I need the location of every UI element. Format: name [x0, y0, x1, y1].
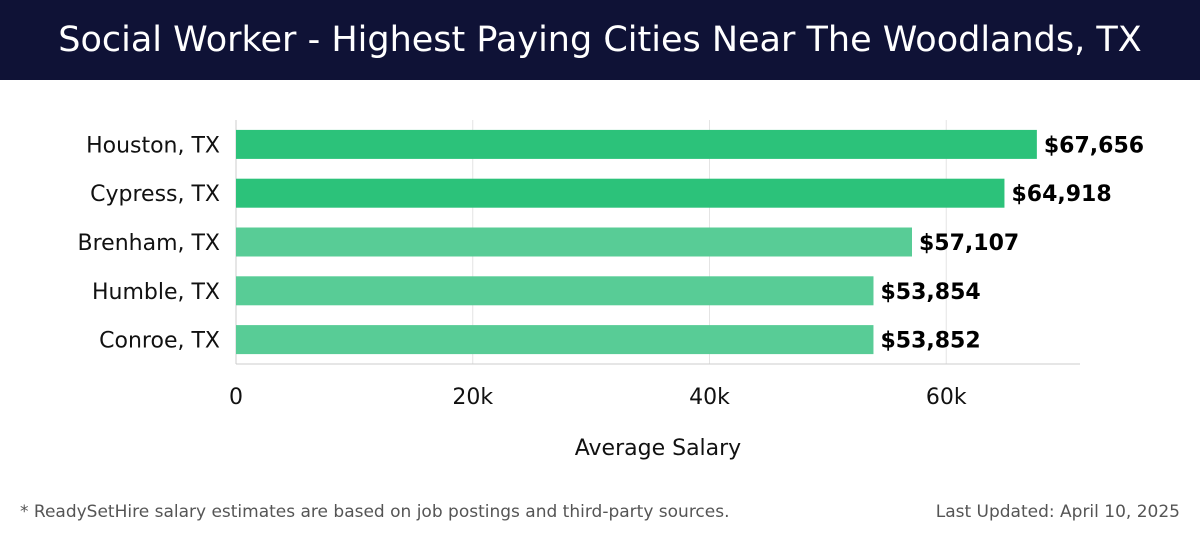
x-tick-label: 0 — [229, 385, 243, 410]
value-label: $64,918 — [1011, 182, 1111, 207]
x-tick-label: 60k — [926, 385, 967, 410]
x-tick-label: 40k — [689, 385, 730, 410]
category-label: Brenham, TX — [78, 231, 220, 256]
salary-bar-chart: Houston, TX $67,656 Cypress, TX $64,918 Bren… — [78, 120, 1144, 461]
value-label: $53,852 — [880, 329, 980, 354]
value-label: $53,854 — [880, 280, 980, 305]
page-title: Social Worker - Highest Paying Cities Ne… — [58, 20, 1142, 60]
bar-4 — [236, 276, 874, 306]
category-label: Humble, TX — [92, 280, 220, 305]
category-label: Conroe, TX — [99, 329, 220, 354]
category-label: Cypress, TX — [90, 182, 220, 207]
bar-5 — [236, 325, 874, 355]
category-label: Houston, TX — [86, 133, 220, 158]
bar-1 — [236, 129, 1037, 159]
x-axis-title: Average Salary — [575, 436, 741, 461]
bar-3 — [236, 227, 912, 257]
footer-disclaimer: * ReadySetHire salary estimates are base… — [20, 502, 730, 522]
last-updated-text: Last Updated: April 10, 2025 — [935, 502, 1180, 522]
x-tick-label: 20k — [452, 385, 493, 410]
value-label: $67,656 — [1044, 133, 1144, 158]
value-label: $57,107 — [919, 231, 1019, 256]
bar-2 — [236, 178, 1005, 208]
header-banner: Social Worker - Highest Paying Cities Ne… — [0, 0, 1200, 80]
